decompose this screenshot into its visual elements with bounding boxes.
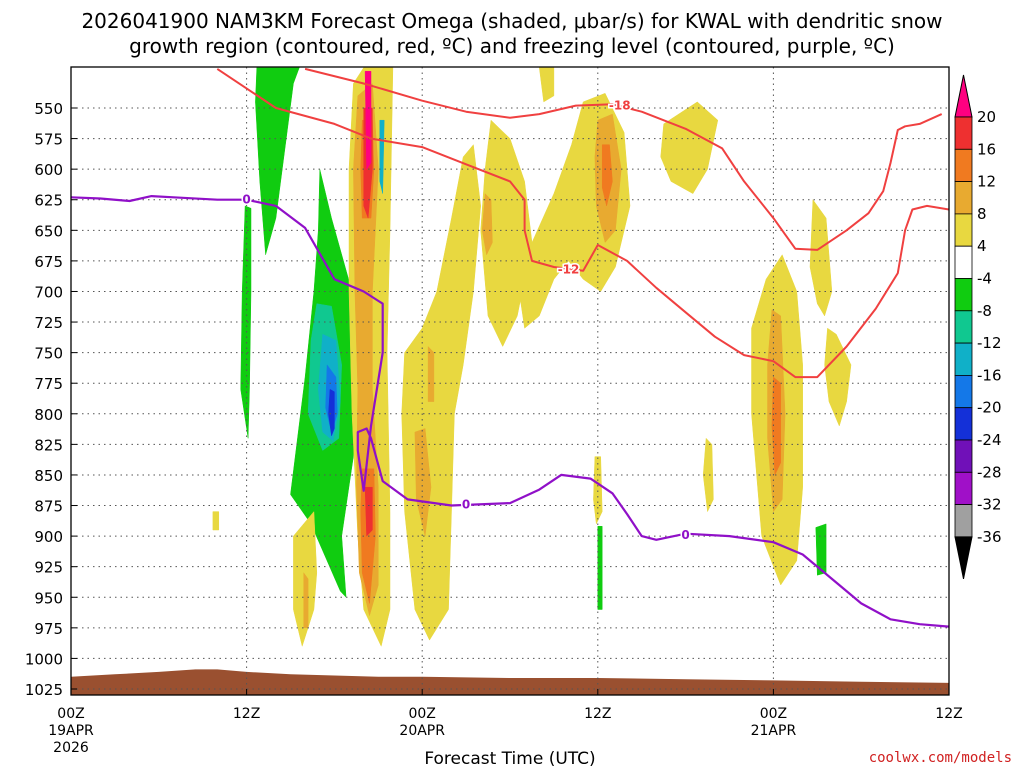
- colorbar-box-6: [954, 278, 973, 312]
- x-tick-date-48: 21APR: [751, 723, 797, 739]
- colorbar-label-8: -16: [977, 366, 1002, 384]
- shade-region-16: [660, 101, 719, 194]
- y-tick-875: 875: [34, 498, 63, 516]
- freezing-label-3: 0: [681, 528, 689, 542]
- x-tick-12: 12Z: [233, 706, 260, 722]
- y-tick-700: 700: [34, 283, 63, 301]
- chart-title-line2: growth region (contoured, red, ºC) and f…: [129, 34, 895, 58]
- y-tick-975: 975: [34, 620, 63, 638]
- freezing-level-line: [71, 195, 949, 628]
- colorbar-box-7: [954, 310, 973, 344]
- y-tick-750: 750: [34, 345, 63, 363]
- shade-region-1: [240, 205, 252, 439]
- colorbar-label-11: -28: [977, 463, 1002, 481]
- colorbar-box-5: [954, 245, 973, 279]
- y-tick-675: 675: [34, 253, 63, 271]
- freezing-label-1: 0: [242, 193, 250, 207]
- x-tick-date-0: 19APR: [48, 723, 94, 739]
- colorbar-box-11: [954, 439, 973, 473]
- shade-region-27: [481, 193, 493, 256]
- shade-region-0: [255, 67, 300, 256]
- y-tick-575: 575: [34, 131, 63, 149]
- x-tick-date-24: 20APR: [399, 723, 445, 739]
- x-tick-36: 12Z: [584, 706, 611, 722]
- contour-label-minus12: -12: [558, 262, 580, 276]
- y-tick-800: 800: [34, 406, 63, 424]
- colorbar-label-0: 20: [977, 108, 996, 126]
- y-axis: 550 575 600 625 650 675 700 725 750 775 800 825 850 8…: [25, 100, 77, 699]
- shade-region-35: [364, 486, 373, 537]
- y-tick-900: 900: [34, 528, 63, 546]
- shade-region-32: [601, 144, 613, 207]
- colorbar-bottom-triangle: [954, 536, 973, 579]
- shade-region-15: [539, 67, 555, 103]
- shade-region-19: [824, 327, 852, 427]
- contour-minus12: [216, 68, 949, 379]
- y-tick-1000: 1000: [25, 650, 63, 668]
- freezing-label-2: 0: [462, 497, 470, 511]
- colorbar-box-3: [954, 181, 973, 215]
- colorbar-box-4: [954, 213, 973, 247]
- shade-region-18: [809, 199, 833, 317]
- chart-title-line1: 2026041900 NAM3KM Forecast Omega (shaded…: [81, 9, 942, 33]
- y-tick-650: 650: [34, 222, 63, 240]
- x-tick-48: 00Z: [760, 706, 787, 722]
- colorbar-box-9: [954, 374, 973, 409]
- plot-frame: [70, 66, 950, 696]
- colorbar-box-8: [954, 342, 973, 376]
- shade-region-37: [379, 119, 385, 194]
- shade-region-8: [597, 526, 603, 610]
- y-tick-825: 825: [34, 436, 63, 454]
- colorbar-label-3: 8: [977, 205, 987, 223]
- colorbar-top-triangle: [954, 74, 973, 118]
- colorbar: 20 16 12 8 4 -4 -8 -12 -16 -20 -24 -28 -32 -36: [954, 74, 1002, 579]
- colorbar-label-4: 4: [977, 237, 987, 255]
- credit-text: coolwx.com/models: [869, 750, 1012, 766]
- y-tick-775: 775: [34, 375, 63, 393]
- colorbar-label-5: -4: [977, 270, 992, 288]
- shade-region-24: [303, 572, 309, 629]
- terrain-layer: [71, 669, 949, 695]
- x-tick-60: 12Z: [935, 706, 962, 722]
- colorbar-box-2: [954, 148, 973, 183]
- contour-label-minus18: -18: [609, 99, 631, 113]
- y-tick-925: 925: [34, 559, 63, 577]
- x-tick-year-0: 2026: [53, 740, 89, 756]
- colorbar-box-13: [954, 504, 973, 538]
- y-tick-625: 625: [34, 192, 63, 210]
- colorbar-label-6: -8: [977, 302, 992, 320]
- grid-lines: [71, 67, 949, 695]
- x-axis-label: Forecast Time (UTC): [424, 749, 595, 768]
- colorbar-label-2: 12: [977, 173, 996, 191]
- y-tick-850: 850: [34, 467, 63, 485]
- colorbar-label-9: -20: [977, 399, 1002, 417]
- colorbar-label-12: -32: [977, 496, 1002, 514]
- x-tick-24: 00Z: [408, 706, 435, 722]
- shade-region-6: [328, 389, 335, 437]
- contour-lines: -12 -18 0 0 0: [71, 67, 949, 628]
- colorbar-box-1: [954, 116, 973, 150]
- y-tick-950: 950: [34, 589, 63, 607]
- colorbar-box-12: [954, 471, 973, 505]
- shade-region-26: [427, 346, 435, 402]
- shade-region-11: [401, 144, 481, 641]
- colorbar-label-13: -36: [977, 528, 1002, 546]
- terrain-fill: [71, 669, 949, 695]
- y-tick-725: 725: [34, 314, 63, 332]
- colorbar-label-1: 16: [977, 140, 996, 158]
- shade-region-33: [771, 376, 781, 476]
- y-tick-550: 550: [34, 100, 63, 118]
- shade-region-22: [212, 511, 220, 531]
- shade-region-25: [414, 428, 432, 537]
- x-tick-0: 00Z: [57, 706, 84, 722]
- colorbar-box-10: [954, 407, 973, 441]
- y-tick-1025: 1025: [25, 681, 63, 699]
- y-tick-600: 600: [34, 161, 63, 179]
- shade-region-14: [593, 456, 603, 525]
- colorbar-label-10: -24: [977, 431, 1002, 449]
- colorbar-label-7: -12: [977, 334, 1002, 352]
- contour-minus18: [304, 67, 943, 251]
